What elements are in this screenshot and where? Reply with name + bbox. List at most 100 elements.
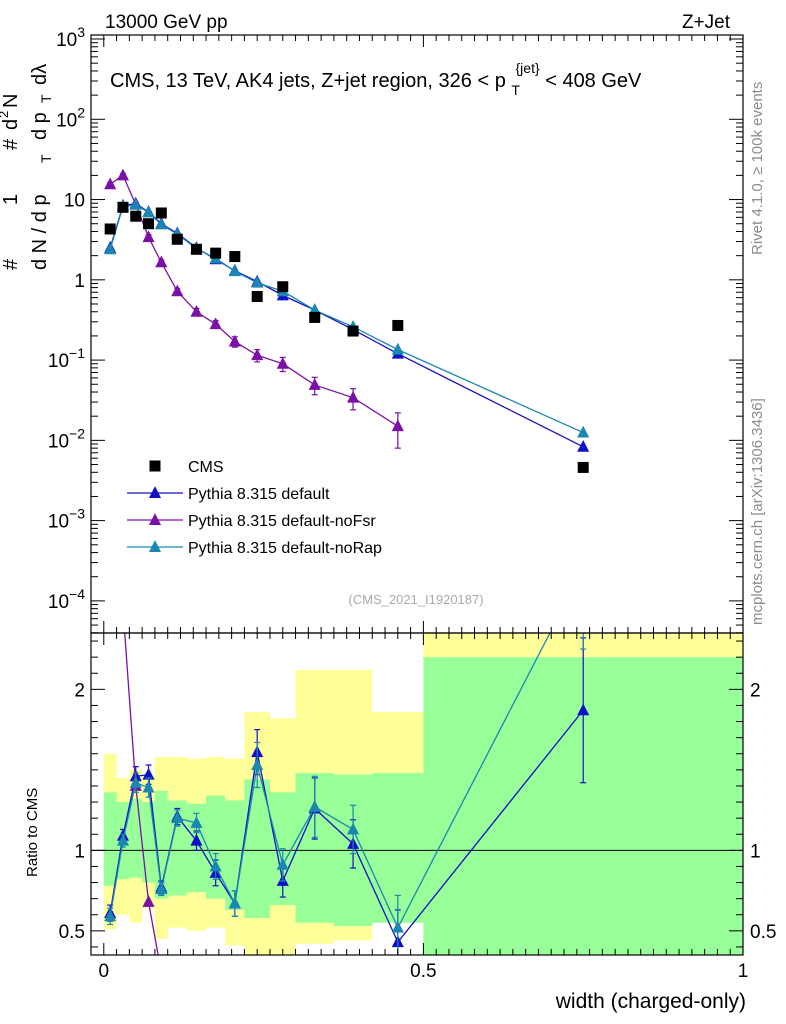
legend-label: Pythia 8.315 default-noRap	[188, 540, 382, 557]
legend: CMS Pythia 8.315 default Pythia 8.315 defa…	[127, 459, 382, 557]
data-point-cms	[277, 281, 289, 293]
data-point-cms	[155, 207, 167, 219]
y-tick-label-ratio: 0.5	[59, 922, 85, 943]
x-axis-label: width (charged-only)	[555, 990, 746, 1013]
band-inner	[167, 800, 187, 896]
marker-noFsr	[104, 177, 117, 190]
marker-noFsr	[142, 230, 155, 243]
band-inner	[103, 792, 117, 886]
svg-text:#: #	[0, 138, 22, 150]
y-tick-label-ratio-right: 0.5	[750, 922, 776, 943]
svg-text:T: T	[38, 154, 54, 163]
rivet-version-label: Rivet 4.1.0, ≥ 100k events	[749, 82, 766, 255]
y-tick-label-main: 10−3	[48, 506, 85, 533]
analysis-id: (CMS_2021_I1920187)	[348, 592, 483, 607]
header-left: 13000 GeV pp	[105, 12, 228, 33]
marker-noFsr	[155, 255, 168, 268]
legend-label: CMS	[188, 459, 224, 476]
ratio-marker-noRap	[129, 775, 142, 788]
svg-text:d p: d p	[29, 112, 51, 140]
marker-noFsr	[116, 168, 130, 181]
y-tick-label-main: 10−2	[48, 425, 85, 452]
data-point-cms	[130, 210, 142, 222]
ratio-marker-noRap	[104, 909, 117, 922]
header-right: Z+Jet	[682, 12, 731, 33]
y-tick-label-ratio: 1	[74, 841, 85, 862]
marker-noRap	[391, 342, 404, 355]
band-inner	[206, 795, 226, 899]
marker-noFsr	[228, 334, 241, 347]
svg-text:d N / d p: d N / d p	[29, 194, 51, 270]
ratio-marker-noRap	[142, 780, 155, 793]
data-point-cms	[143, 218, 155, 230]
svg-text:d: d	[0, 119, 22, 130]
x-tick-label: 1	[738, 961, 749, 982]
marker-noFsr	[276, 356, 289, 369]
legend-marker	[148, 540, 162, 552]
data-point-cms	[117, 201, 129, 213]
data-point-cms	[190, 243, 202, 255]
ratio-y-axis-label: Ratio to CMS	[24, 788, 41, 877]
band-inner	[129, 798, 143, 878]
marker-noFsr	[391, 419, 404, 432]
legend-marker	[148, 513, 162, 525]
y-tick-label-main: 10	[64, 191, 85, 212]
y-tick-label-ratio: 2	[74, 680, 85, 701]
data-point-cms	[229, 251, 241, 263]
marker-noFsr	[171, 284, 184, 297]
ratio-marker-noRap	[391, 920, 404, 933]
data-point-cms	[251, 290, 263, 302]
legend-marker	[148, 486, 162, 498]
y-tick-label-ratio-right: 1	[750, 841, 761, 862]
marker-noFsr	[308, 378, 321, 390]
uncertainty-bands	[103, 633, 743, 955]
legend-label: Pythia 8.315 default	[188, 486, 330, 503]
ratio-marker-noRap	[347, 822, 360, 835]
ratio-marker-noFsr	[142, 895, 155, 907]
marker-noRap	[228, 264, 241, 277]
marker-default	[577, 440, 590, 452]
ratio-marker-noRap	[171, 811, 184, 824]
data-point-cms	[104, 223, 116, 235]
data-point-cms	[309, 311, 321, 323]
marker-noRap	[104, 242, 117, 255]
y-tick-label-main: 103	[56, 24, 85, 51]
ratio-marker-default	[577, 703, 590, 716]
ratio-marker-noRap	[276, 858, 289, 870]
svg-text:1: 1	[0, 194, 22, 205]
ratio-marker-default	[142, 767, 155, 780]
y-tick-label-main: 102	[56, 104, 85, 131]
mcplots-label: mcplots.cern.ch [arXiv:1306.3436]	[749, 398, 766, 625]
ratio-marker-noRap	[251, 758, 264, 770]
ratio-marker-noRap	[308, 800, 321, 812]
svg-text:#: #	[0, 258, 22, 270]
legend-marker-cms	[149, 460, 161, 472]
y-tick-label-ratio-right: 2	[750, 680, 761, 701]
series-line-noFsr	[109, 174, 399, 427]
ratio-marker-noRap	[155, 882, 168, 894]
ratio-marker-noRap	[190, 816, 203, 828]
main-y-axis-label: # 1 d N / d p T # d 2 N d p T dλ	[0, 64, 54, 270]
svg-text:2: 2	[0, 111, 11, 118]
data-point-cms	[171, 233, 183, 245]
ratio-panel-content	[91, 633, 743, 955]
y-tick-label-main: 10−4	[48, 586, 85, 613]
marker-noRap	[577, 425, 590, 438]
ratio-marker-noRap	[228, 896, 241, 909]
data-point-cms	[210, 247, 222, 259]
marker-noFsr	[347, 390, 360, 403]
y-tick-label-main: 10−1	[48, 345, 85, 372]
chart-title: CMS, 13 TeV, AK4 jets, Z+jet region, 326…	[110, 60, 642, 98]
y-tick-label-main: 1	[74, 271, 85, 292]
marker-noFsr	[251, 348, 264, 361]
ratio-marker-noRap	[116, 833, 130, 846]
ratio-marker-noRap	[209, 859, 222, 872]
svg-text:T: T	[38, 94, 54, 103]
band-inner	[142, 802, 155, 883]
data-point-cms	[392, 319, 404, 331]
x-tick-label: 0.5	[410, 961, 436, 982]
ratio-panel-frame	[90, 632, 744, 956]
data-point-cms	[347, 325, 359, 337]
